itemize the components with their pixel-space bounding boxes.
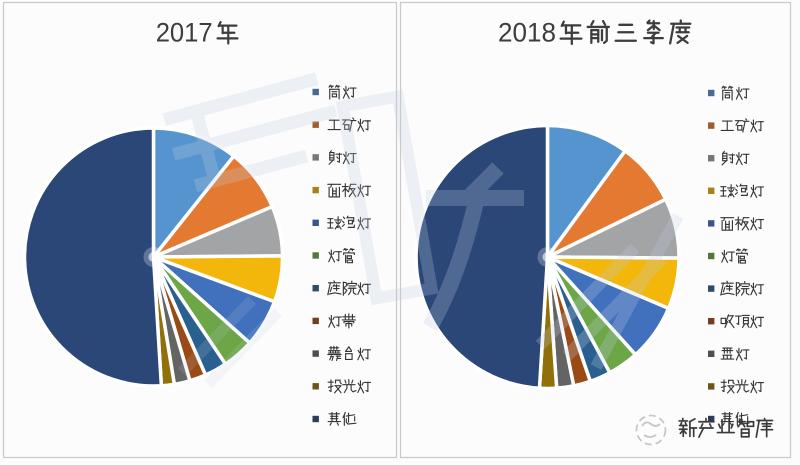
svg-text:2017: 2017	[156, 18, 213, 48]
svg-text:2018: 2018	[498, 18, 556, 48]
